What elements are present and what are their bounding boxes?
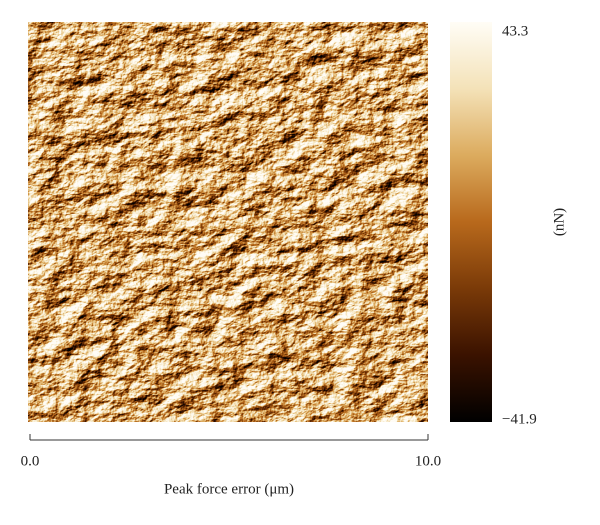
x-tick-label: 0.0 [21, 453, 40, 469]
colorbar-tick-label: −41.9 [502, 411, 537, 427]
afm-image [28, 22, 428, 422]
x-tick-label: 10.0 [415, 453, 441, 469]
x-axis-label: Peak force error (μm) [164, 481, 294, 497]
colorbar [450, 22, 492, 422]
colorbar-tick-label: 43.3 [502, 23, 528, 39]
colorbar-label: (nN) [551, 208, 567, 236]
